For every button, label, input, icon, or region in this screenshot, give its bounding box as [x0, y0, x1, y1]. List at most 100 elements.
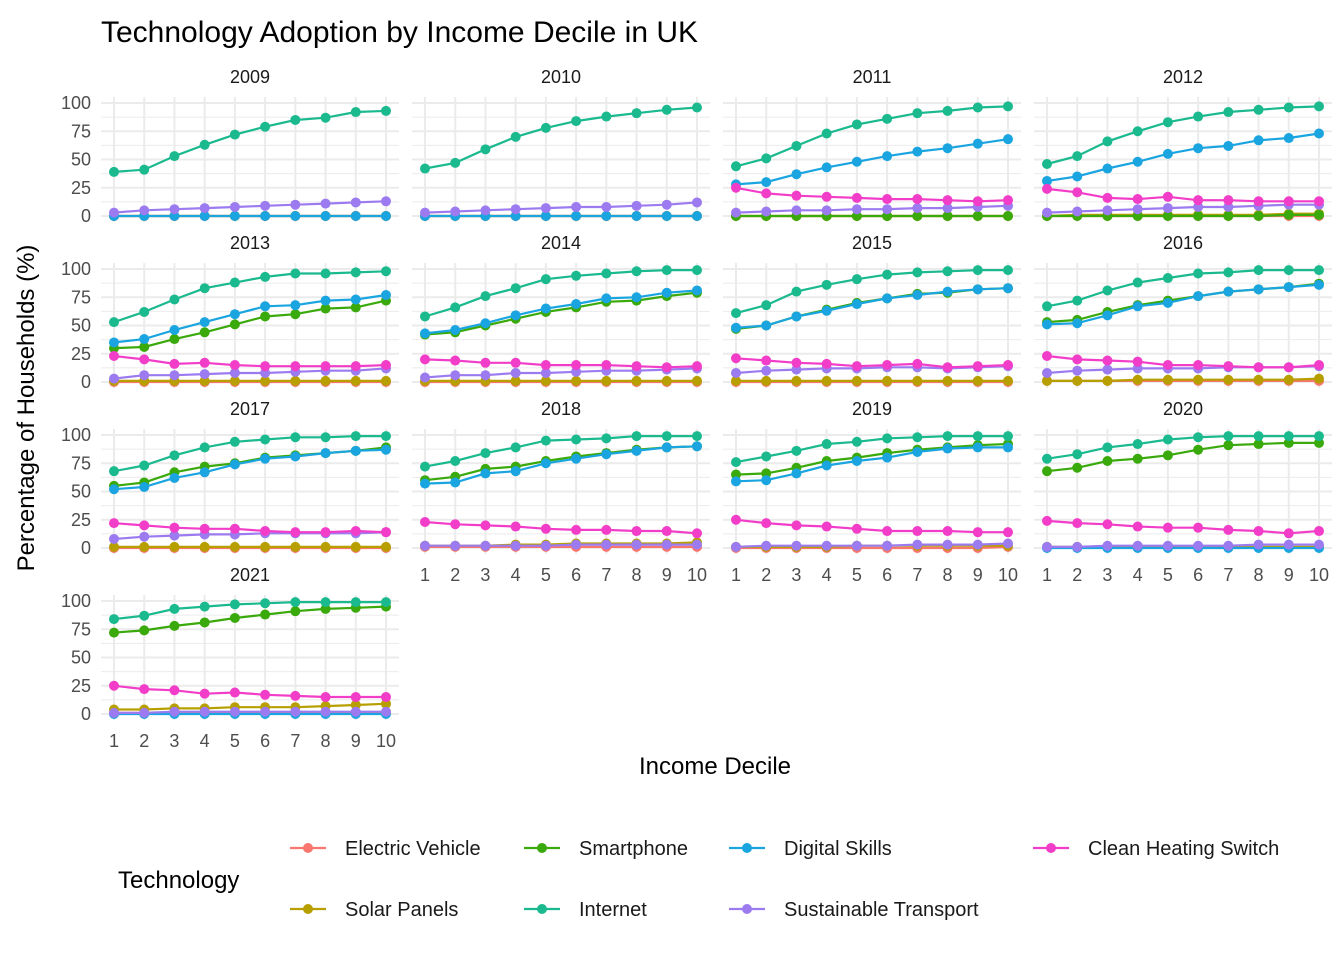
data-point: [1223, 431, 1234, 442]
data-point: [480, 520, 491, 531]
data-point: [571, 211, 582, 221]
panel-2012: 2012: [1034, 67, 1332, 222]
data-point: [972, 361, 983, 372]
data-point: [540, 367, 551, 378]
data-point: [1042, 541, 1052, 552]
data-point: [320, 692, 331, 703]
series-smartphone: [1042, 437, 1324, 477]
y-tick-label: 25: [71, 676, 91, 696]
legend-item-smartphone: Smartphone: [524, 838, 688, 860]
data-point: [601, 111, 612, 122]
data-point: [692, 285, 702, 296]
x-tick-label: 9: [662, 565, 672, 585]
data-point: [631, 445, 642, 456]
data-point: [350, 107, 361, 118]
data-point: [381, 597, 391, 608]
data-point: [139, 341, 150, 352]
panel-2015: 2015: [723, 233, 1021, 388]
data-point: [1253, 539, 1264, 550]
data-point: [1193, 444, 1204, 455]
data-point: [761, 518, 772, 529]
data-point: [229, 687, 240, 698]
data-point: [139, 531, 150, 542]
data-point: [851, 119, 862, 130]
data-point: [1102, 519, 1113, 530]
data-point: [882, 113, 893, 124]
series-digital-skills: [109, 211, 391, 221]
series-line: [1046, 269, 1319, 308]
series-smartphone: [109, 601, 391, 638]
x-tick-label: 5: [541, 565, 551, 585]
data-point: [450, 206, 461, 217]
panel-strip-label: 2013: [230, 233, 270, 253]
data-point: [290, 606, 301, 617]
y-tick-label: 25: [71, 510, 91, 530]
data-point: [510, 521, 521, 532]
series-digital-skills: [109, 444, 391, 495]
data-point: [290, 706, 301, 717]
data-point: [1132, 301, 1143, 312]
x-tick-label: 7: [601, 565, 611, 585]
series-internet: [420, 431, 702, 472]
data-point: [1132, 204, 1143, 215]
data-point: [851, 156, 862, 167]
data-point: [1132, 194, 1143, 205]
data-point: [350, 267, 361, 278]
data-point: [229, 129, 240, 140]
data-point: [731, 322, 741, 333]
data-point: [692, 528, 702, 539]
data-point: [540, 211, 551, 221]
data-point: [350, 375, 361, 386]
x-tick-label: 9: [351, 731, 361, 751]
series-clean-heating-switch: [109, 518, 391, 538]
series-sustainable-transport: [420, 539, 702, 551]
data-point: [260, 311, 271, 322]
data-point: [350, 692, 361, 703]
data-point: [821, 205, 832, 216]
series-line: [735, 518, 1008, 534]
data-point: [821, 540, 832, 551]
series-line: [113, 522, 387, 534]
legend-key-point: [742, 843, 752, 853]
data-point: [942, 286, 953, 297]
data-point: [139, 306, 150, 317]
data-point: [260, 541, 271, 552]
data-point: [381, 196, 391, 207]
data-point: [290, 375, 301, 386]
data-point: [1223, 361, 1234, 372]
panel-strip-label: 2015: [852, 233, 892, 253]
x-tick-label: 10: [376, 731, 396, 751]
data-point: [169, 603, 180, 614]
data-point: [450, 477, 461, 488]
data-point: [1003, 195, 1013, 206]
data-point: [1072, 187, 1083, 198]
data-point: [480, 291, 491, 302]
data-point: [1314, 101, 1324, 112]
data-point: [601, 539, 612, 550]
data-point: [661, 375, 672, 386]
series-digital-skills: [1042, 279, 1324, 330]
data-point: [882, 526, 893, 537]
legend-key-point: [1046, 843, 1056, 853]
data-point: [540, 435, 551, 446]
data-point: [821, 128, 832, 139]
data-point: [350, 431, 361, 442]
data-point: [631, 431, 642, 442]
data-point: [791, 357, 802, 368]
data-point: [942, 266, 953, 277]
data-point: [169, 358, 180, 369]
data-point: [882, 194, 893, 205]
data-point: [381, 706, 391, 717]
data-point: [260, 689, 271, 700]
data-point: [510, 375, 521, 386]
data-point: [1132, 156, 1143, 167]
data-point: [139, 520, 150, 531]
data-point: [821, 358, 832, 369]
y-tick-label: 50: [71, 150, 91, 170]
data-point: [199, 211, 210, 221]
data-point: [1003, 527, 1013, 538]
data-point: [450, 355, 461, 366]
data-point: [972, 431, 983, 442]
series-line: [1046, 282, 1320, 324]
data-point: [912, 526, 923, 537]
